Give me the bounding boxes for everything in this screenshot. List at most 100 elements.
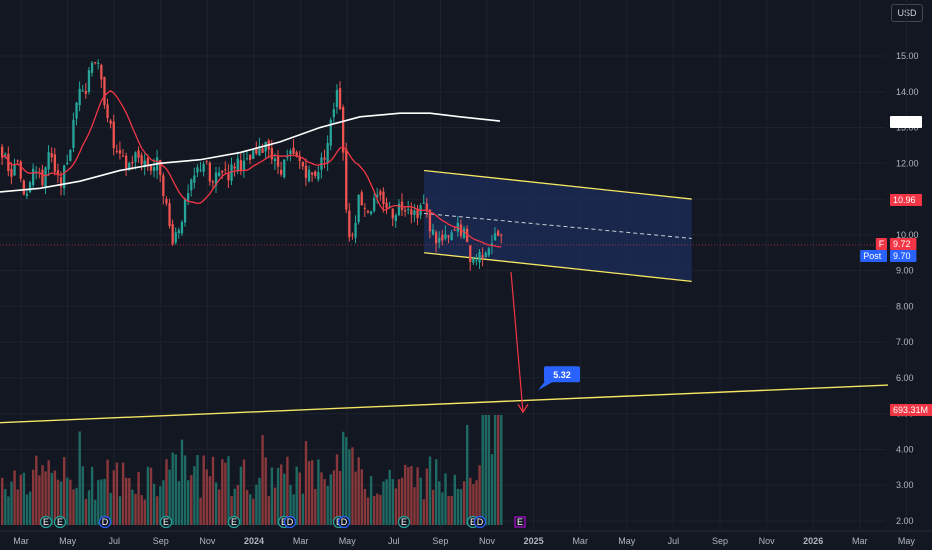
volume-bar (323, 479, 326, 525)
earnings-event-icon[interactable]: E (39, 515, 53, 529)
channel-midline[interactable] (424, 212, 692, 239)
volume-bar (174, 454, 177, 525)
event-letter: E (57, 517, 63, 527)
candle-body (152, 167, 156, 171)
candle-body (307, 169, 311, 182)
volume-bar (41, 465, 44, 525)
volume-bar (103, 478, 106, 525)
volume-bar (255, 484, 258, 525)
event-markers[interactable]: EEDEEEDEDEEDE (39, 515, 526, 529)
candle-body (239, 160, 242, 171)
drawing-tools[interactable]: 5.32 (0, 271, 889, 424)
volume-bar (283, 473, 286, 525)
candle-body (66, 162, 69, 165)
candle-body (233, 166, 236, 169)
time-axis-label: 2025 (524, 536, 544, 546)
earnings-event-icon[interactable]: E (227, 515, 241, 529)
candle-body (351, 234, 354, 236)
volume-bar (69, 479, 72, 525)
currency-selector[interactable]: USD (891, 4, 923, 22)
candle-body (4, 154, 7, 156)
channel-lower-line[interactable] (424, 252, 692, 282)
candle-body (428, 209, 432, 232)
event-letter: E (517, 517, 523, 527)
volume-bar (140, 495, 143, 525)
earnings-event-icon[interactable]: E (53, 515, 67, 529)
candle-body (214, 172, 218, 186)
price-channel[interactable] (424, 169, 692, 282)
price-tag-box (890, 250, 917, 262)
price-axis-label: 12.00 (896, 158, 919, 168)
candle-body (478, 252, 481, 263)
time-axis-label: May (898, 536, 916, 546)
support-trendline[interactable] (0, 384, 889, 424)
time-axis-label: 2026 (803, 536, 823, 546)
candle-body (162, 175, 165, 197)
candle-body (435, 232, 438, 244)
candle-body (249, 154, 252, 161)
event-letter: D (287, 517, 294, 527)
candle-body (205, 160, 208, 162)
time-axis-label: Jul (668, 536, 680, 546)
volume-bar (125, 477, 128, 525)
volume-bar (320, 472, 323, 525)
candle-body (360, 192, 363, 206)
event-letter: E (231, 517, 237, 527)
volume-bar (428, 456, 432, 525)
price-tag[interactable]: 9.72 F (875, 238, 917, 250)
time-axis-label: Nov (479, 536, 496, 546)
candle-body (245, 158, 249, 160)
candle-body (199, 169, 202, 171)
volume-bar (459, 489, 463, 525)
price-axis[interactable]: 15.0014.0013.0012.0011.0010.009.008.007.… (860, 51, 932, 526)
projection-arrow-line[interactable] (510, 271, 524, 413)
volume-bar (441, 492, 444, 525)
volume-bar (156, 496, 159, 525)
earnings-upcoming-event-icon[interactable]: E (514, 516, 526, 528)
target-label-box[interactable] (544, 366, 580, 383)
dividend-event-icon[interactable]: D (337, 515, 351, 529)
volume-bars (1, 415, 503, 525)
volume-bar (162, 480, 165, 525)
volume-bar (258, 477, 261, 525)
candle-body (202, 163, 205, 172)
price-tag-value: 9.72 (893, 239, 911, 249)
price-tag[interactable]: 9.70 Post (860, 250, 917, 262)
candle-body (332, 109, 335, 118)
target-label-text: 5.32 (553, 370, 571, 380)
candle-body (103, 77, 106, 106)
volume-bar (500, 415, 503, 525)
volume-bar (252, 498, 255, 525)
price-tag[interactable]: 693.31M (890, 404, 932, 416)
candle-body (183, 199, 187, 223)
time-axis[interactable]: Mar May Jul Sep Nov 2024 Mar May Jul Sep Nov 2025 Ma… (0, 530, 932, 546)
volume-bar (143, 499, 146, 525)
volume-bar (481, 415, 484, 525)
candle-body (177, 230, 180, 234)
time-axis-label: Mar (293, 536, 309, 546)
channel-upper-line[interactable] (424, 169, 692, 200)
volume-bar (422, 499, 425, 525)
volume-bar (38, 475, 41, 525)
dividend-event-icon[interactable]: D (473, 515, 487, 529)
candle-body (109, 120, 112, 124)
price-tag[interactable]: 10.96 (890, 194, 922, 206)
candle-body (348, 210, 351, 238)
dividend-event-icon[interactable]: D (98, 515, 112, 529)
dividend-event-icon[interactable]: D (283, 515, 297, 529)
volume-bar (236, 485, 239, 525)
volume-bar (497, 415, 500, 525)
candle-body (466, 228, 469, 243)
volume-bar (413, 487, 416, 525)
volume-bar (301, 493, 305, 525)
volume-bar (366, 497, 370, 525)
earnings-event-icon[interactable]: E (159, 515, 173, 529)
event-circle (53, 515, 67, 529)
candle-body (416, 208, 419, 218)
volume-bar (317, 459, 320, 525)
volume-bar (435, 459, 438, 525)
earnings-event-icon[interactable]: E (397, 515, 411, 529)
event-letter: E (470, 517, 476, 527)
price-tag[interactable]: 13.18 (890, 116, 922, 128)
